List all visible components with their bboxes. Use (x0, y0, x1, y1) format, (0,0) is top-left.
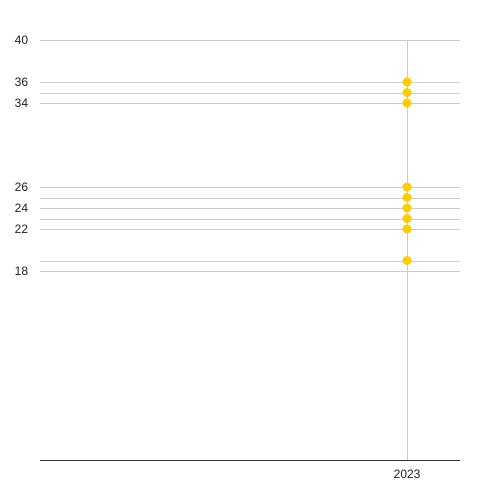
data-point[interactable] (402, 77, 412, 87)
y-tick-label: 18 (15, 264, 29, 278)
y-tick-label: 34 (15, 96, 29, 110)
data-point[interactable] (402, 98, 412, 108)
point-layer (402, 77, 412, 265)
data-point[interactable] (402, 214, 412, 223)
data-point[interactable] (402, 88, 412, 97)
y-tick-label: 26 (15, 180, 29, 194)
data-point[interactable] (402, 256, 412, 265)
data-point[interactable] (402, 182, 412, 192)
data-point[interactable] (402, 193, 412, 202)
y-tick-label: 40 (15, 33, 29, 47)
data-point[interactable] (402, 224, 412, 234)
grid-layer (40, 40, 460, 460)
y-tick-label: 22 (15, 222, 29, 236)
data-point[interactable] (402, 203, 412, 213)
y-tick-label: 36 (15, 75, 29, 89)
x-tick-label: 2023 (394, 467, 421, 481)
label-layer: 40 36 34 26 24 22 18 2023 (15, 33, 421, 481)
y-tick-label: 24 (15, 201, 29, 215)
